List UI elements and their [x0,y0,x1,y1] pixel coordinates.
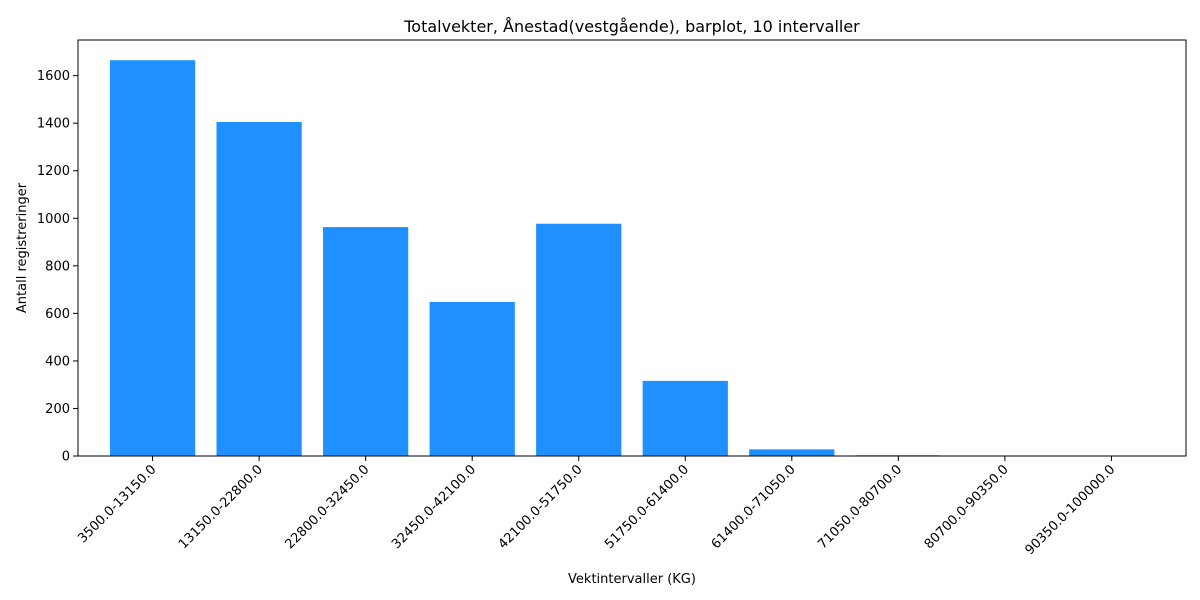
x-axis-label: Vektintervaller (KG) [568,572,696,587]
x-tick-label: 13150.0-22800.0 [176,462,266,552]
x-tick-label: 80700.0-90350.0 [922,462,1012,552]
x-axis: 3500.0-13150.0 13150.0-22800.0 22800.0-324… [75,456,1118,558]
x-tick-label: 90350.0-100000.0 [1022,462,1118,558]
bar-3 [429,301,515,456]
bar-1 [216,122,302,457]
x-tick-label: 32450.0-42100.0 [389,462,479,552]
y-tick-label: 400 [45,354,70,369]
y-axis: 0 200 400 600 800 1000 1200 1400 1600 [37,69,78,465]
x-tick-label: 3500.0-13150.0 [75,462,159,546]
y-tick-label: 600 [45,307,70,322]
x-tick-label: 22800.0-32450.0 [283,462,373,552]
y-tick-label: 0 [62,450,70,465]
y-tick-label: 1600 [37,69,70,84]
y-tick-label: 1000 [37,212,70,227]
bars [109,60,1155,457]
bar-0 [109,60,196,456]
chart-title: Totalvekter, Ånestad(vestgående), barplo… [403,17,860,36]
y-tick-label: 800 [45,259,70,274]
bar-6 [749,449,835,456]
y-tick-label: 1400 [37,117,70,132]
y-tick-label: 200 [45,402,70,417]
bar-5 [642,380,728,456]
plot-frame [77,39,1187,457]
y-axis-label: Antall registreringer [15,182,30,313]
bar-4 [536,223,622,456]
bar-2 [323,227,409,456]
x-tick-label: 51750.0-61400.0 [602,462,692,552]
x-tick-label: 61400.0-71050.0 [709,462,799,552]
x-tick-label: 42100.0-51750.0 [496,462,586,552]
y-tick-label: 1200 [37,164,70,179]
x-tick-label: 71050.0-80700.0 [815,462,905,552]
